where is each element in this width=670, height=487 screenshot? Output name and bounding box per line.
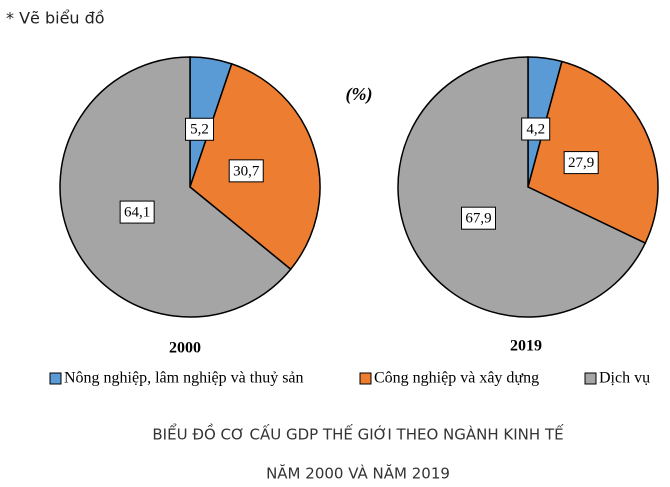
pie-slice [397, 56, 647, 318]
value-label: 30,7 [233, 163, 260, 179]
pie-label: 2000 [169, 340, 201, 357]
value-label: 67,9 [465, 211, 491, 227]
legend-label: Nông nghiệp, lâm nghiệp và thuỷ sản [64, 370, 304, 387]
legend-label: Công nghiệp và xây dựng [374, 370, 539, 387]
legend-swatch [584, 372, 597, 385]
value-label: 5,2 [190, 122, 209, 138]
note: * Vẽ biểu đồ [6, 9, 105, 28]
value-label-box [185, 117, 215, 141]
chart-title: BIỂU ĐỒ CƠ CẤU GDP THẾ GIỚI THEO NGÀNH K… [152, 423, 564, 444]
legend-label: Dịch vụ [599, 370, 650, 387]
value-label-box [461, 206, 497, 230]
pie-label: 2019 [510, 338, 542, 355]
value-label: 27,9 [568, 155, 594, 171]
legend-swatch [359, 372, 372, 385]
value-label: 4,2 [526, 121, 545, 137]
value-label-box [119, 200, 155, 224]
value-label-box [563, 151, 599, 175]
value-label-box [521, 117, 551, 141]
chart-subtitle: NĂM 2000 VÀ NĂM 2019 [266, 464, 450, 483]
pie-slice [59, 56, 292, 318]
value-label-box [228, 159, 264, 183]
value-label: 64,1 [124, 205, 150, 221]
legend-swatch [49, 372, 62, 385]
unit-label: (%) [346, 84, 373, 105]
